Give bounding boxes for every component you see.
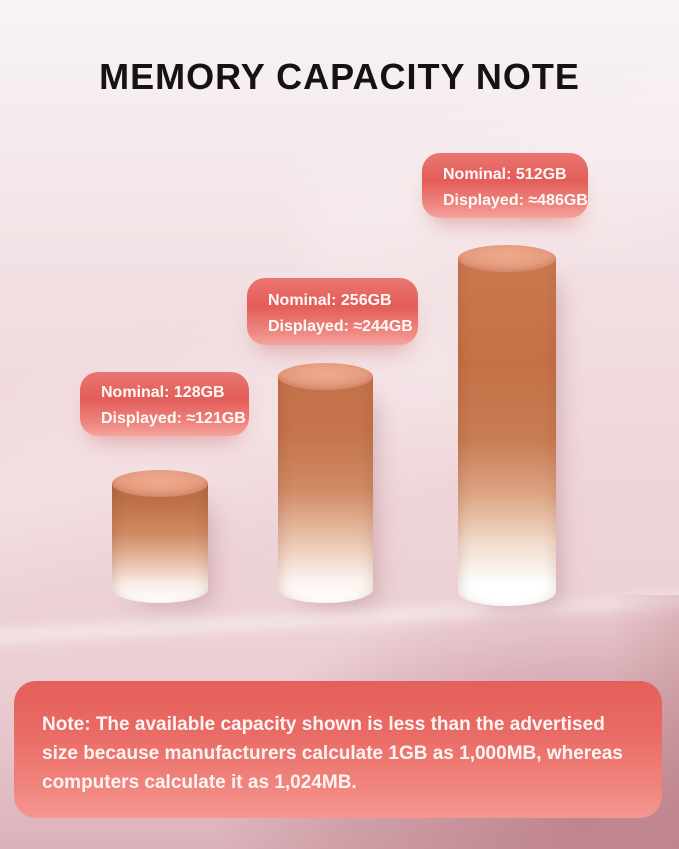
label-pill-128gb: Nominal: 128GB Displayed: ≈121GB — [80, 372, 249, 436]
note-text: Note: The available capacity shown is le… — [42, 714, 623, 793]
nominal-label-128gb: Nominal: 128GB — [101, 384, 225, 401]
cylinder-top-ellipse — [112, 470, 208, 497]
cylinder-body — [112, 483, 208, 603]
bar-cylinder-256gb — [278, 363, 373, 603]
note-panel: Note: The available capacity shown is le… — [14, 681, 662, 818]
displayed-label-256gb: Displayed: ≈244GB — [268, 318, 413, 335]
bar-cylinder-128gb — [112, 470, 208, 603]
nominal-label-256gb: Nominal: 256GB — [268, 292, 392, 309]
bar-cylinder-512gb — [458, 245, 556, 606]
cylinder-body — [458, 258, 556, 606]
cylinder-top-ellipse — [458, 245, 556, 272]
displayed-label-128gb: Displayed: ≈121GB — [101, 410, 246, 427]
label-pill-256gb: Nominal: 256GB Displayed: ≈244GB — [247, 278, 418, 345]
displayed-label-512gb: Displayed: ≈486GB — [443, 192, 588, 209]
nominal-label-512gb: Nominal: 512GB — [443, 166, 567, 183]
cylinder-body — [278, 376, 373, 603]
page-title: MEMORY CAPACITY NOTE — [99, 56, 580, 97]
label-pill-512gb: Nominal: 512GB Displayed: ≈486GB — [422, 153, 588, 218]
cylinder-top-ellipse — [278, 363, 373, 390]
